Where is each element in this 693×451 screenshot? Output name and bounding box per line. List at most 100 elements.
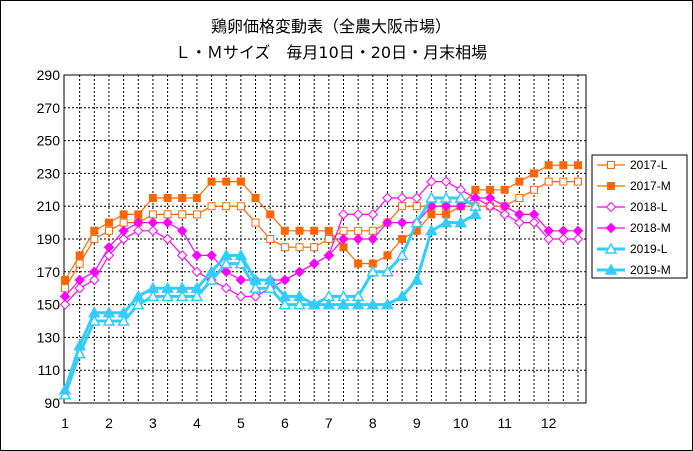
- data-point-2019-M-10: [205, 265, 218, 277]
- legend-entry-2019-M: 2019-M: [597, 263, 671, 277]
- legend-entry-2018-M: 2018-M: [597, 221, 671, 235]
- data-point-2018-L-6: [147, 225, 159, 237]
- legend-label: 2017-M: [630, 179, 671, 193]
- legend-entry-2017-L: 2017-L: [597, 158, 668, 172]
- legend-label: 2017-L: [630, 158, 668, 172]
- data-point-2017-L-17: [310, 243, 319, 252]
- data-point-2018-M-0: [59, 291, 71, 302]
- data-point-2018-L-24: [411, 192, 422, 204]
- legend-box: [591, 154, 688, 279]
- legend-entry-2019-L: 2019-L: [597, 242, 668, 256]
- data-point-2018-M-17: [308, 258, 320, 269]
- data-point-2017-M-22: [383, 251, 392, 260]
- series-2019-M: [58, 207, 482, 395]
- data-point-2017-M-8: [178, 194, 187, 202]
- legend-marker: [605, 222, 617, 234]
- data-point-2018-L-32: [528, 217, 540, 228]
- data-point-2019-M-8: [175, 281, 189, 293]
- data-point-2017-M-25: [427, 210, 436, 219]
- data-point-2017-M-1: [75, 251, 84, 260]
- data-point-2019-L-13: [249, 281, 262, 293]
- data-point-2018-M-8: [177, 225, 188, 237]
- data-point-2018-L-5: [133, 225, 144, 237]
- data-point-2019-M-27: [454, 216, 468, 228]
- data-point-2019-M-11: [219, 248, 233, 261]
- data-point-2019-L-3: [102, 314, 116, 326]
- data-point-2017-L-11: [222, 202, 231, 211]
- data-point-2018-L-20: [352, 209, 364, 220]
- data-point-2017-M-11: [222, 177, 231, 186]
- data-point-2017-M-0: [61, 276, 69, 284]
- data-point-2018-L-33: [543, 233, 554, 245]
- data-point-2017-M-4: [119, 210, 128, 219]
- y-tick-label: 170: [37, 264, 61, 280]
- data-point-2019-M-26: [439, 216, 453, 228]
- data-point-2019-L-24: [410, 216, 424, 228]
- data-point-2017-L-19: [339, 226, 348, 235]
- data-point-2018-L-13: [250, 291, 261, 302]
- data-point-2017-M-30: [500, 185, 509, 194]
- data-point-2017-L-0: [61, 284, 69, 293]
- data-point-2018-M-35: [572, 225, 584, 237]
- data-point-2018-M-9: [191, 250, 203, 261]
- x-tick-label: 2: [105, 415, 113, 431]
- data-point-2019-M-13: [249, 273, 262, 285]
- data-point-2017-L-7: [163, 210, 172, 219]
- data-point-2019-L-14: [263, 281, 277, 293]
- data-point-2018-M-11: [221, 266, 232, 278]
- y-tick-label: 270: [37, 100, 61, 116]
- x-tick-label: 3: [149, 415, 157, 431]
- data-point-2018-M-26: [440, 200, 452, 212]
- data-point-2017-L-16: [295, 243, 304, 252]
- data-point-2018-M-22: [382, 217, 393, 228]
- data-point-2017-M-18: [324, 226, 333, 235]
- data-point-2018-M-27: [455, 200, 466, 212]
- data-point-2017-M-20: [354, 259, 363, 268]
- data-point-2019-M-14: [263, 273, 277, 285]
- data-point-2017-L-12: [236, 202, 245, 211]
- x-tick-label: 9: [413, 415, 421, 431]
- legend-marker: [604, 242, 618, 254]
- y-tick-label: 210: [37, 198, 61, 214]
- data-point-2017-L-8: [178, 210, 187, 219]
- data-point-2018-M-12: [235, 274, 247, 286]
- data-point-2019-L-16: [293, 298, 306, 310]
- legend-marker: [604, 263, 618, 275]
- x-tick-label: 6: [281, 415, 289, 431]
- data-point-2017-L-2: [90, 235, 99, 243]
- data-point-2019-M-3: [102, 306, 116, 318]
- data-point-2018-L-34: [558, 233, 569, 245]
- data-point-2019-L-5: [132, 298, 145, 310]
- data-point-2017-L-20: [354, 226, 363, 235]
- x-tick-label: 1: [61, 415, 69, 431]
- legend-marker: [607, 161, 615, 169]
- data-point-2019-M-9: [190, 281, 204, 293]
- data-point-2018-L-35: [572, 233, 584, 245]
- legend-label: 2018-L: [630, 200, 668, 214]
- x-tick-label: 5: [237, 415, 245, 431]
- data-point-2019-M-24: [410, 273, 424, 285]
- y-tick-label: 150: [37, 297, 61, 313]
- data-point-2018-L-11: [221, 282, 232, 294]
- data-point-2017-M-15: [280, 226, 289, 235]
- data-point-2018-L-7: [162, 233, 173, 245]
- data-point-2018-M-1: [74, 274, 85, 286]
- data-point-2018-M-30: [499, 200, 510, 212]
- data-point-2017-L-15: [280, 243, 289, 252]
- data-point-2017-L-34: [559, 177, 568, 186]
- data-point-2018-M-10: [206, 250, 217, 261]
- data-point-2017-L-6: [148, 210, 157, 219]
- data-point-2017-L-24: [412, 202, 421, 211]
- data-point-2017-M-29: [486, 185, 495, 194]
- data-point-2019-M-25: [425, 224, 438, 236]
- data-point-2018-M-31: [514, 209, 525, 220]
- data-point-2018-M-29: [484, 192, 496, 204]
- data-point-2019-M-15: [278, 289, 292, 302]
- data-point-2017-L-1: [75, 259, 84, 268]
- data-point-2018-L-3: [103, 250, 115, 261]
- data-point-2018-M-21: [367, 233, 379, 245]
- data-point-2019-M-20: [351, 298, 365, 310]
- y-tick-label: 230: [37, 165, 61, 181]
- chart-title: 鶏卵価格変動表（全農大阪市場）: [211, 17, 451, 36]
